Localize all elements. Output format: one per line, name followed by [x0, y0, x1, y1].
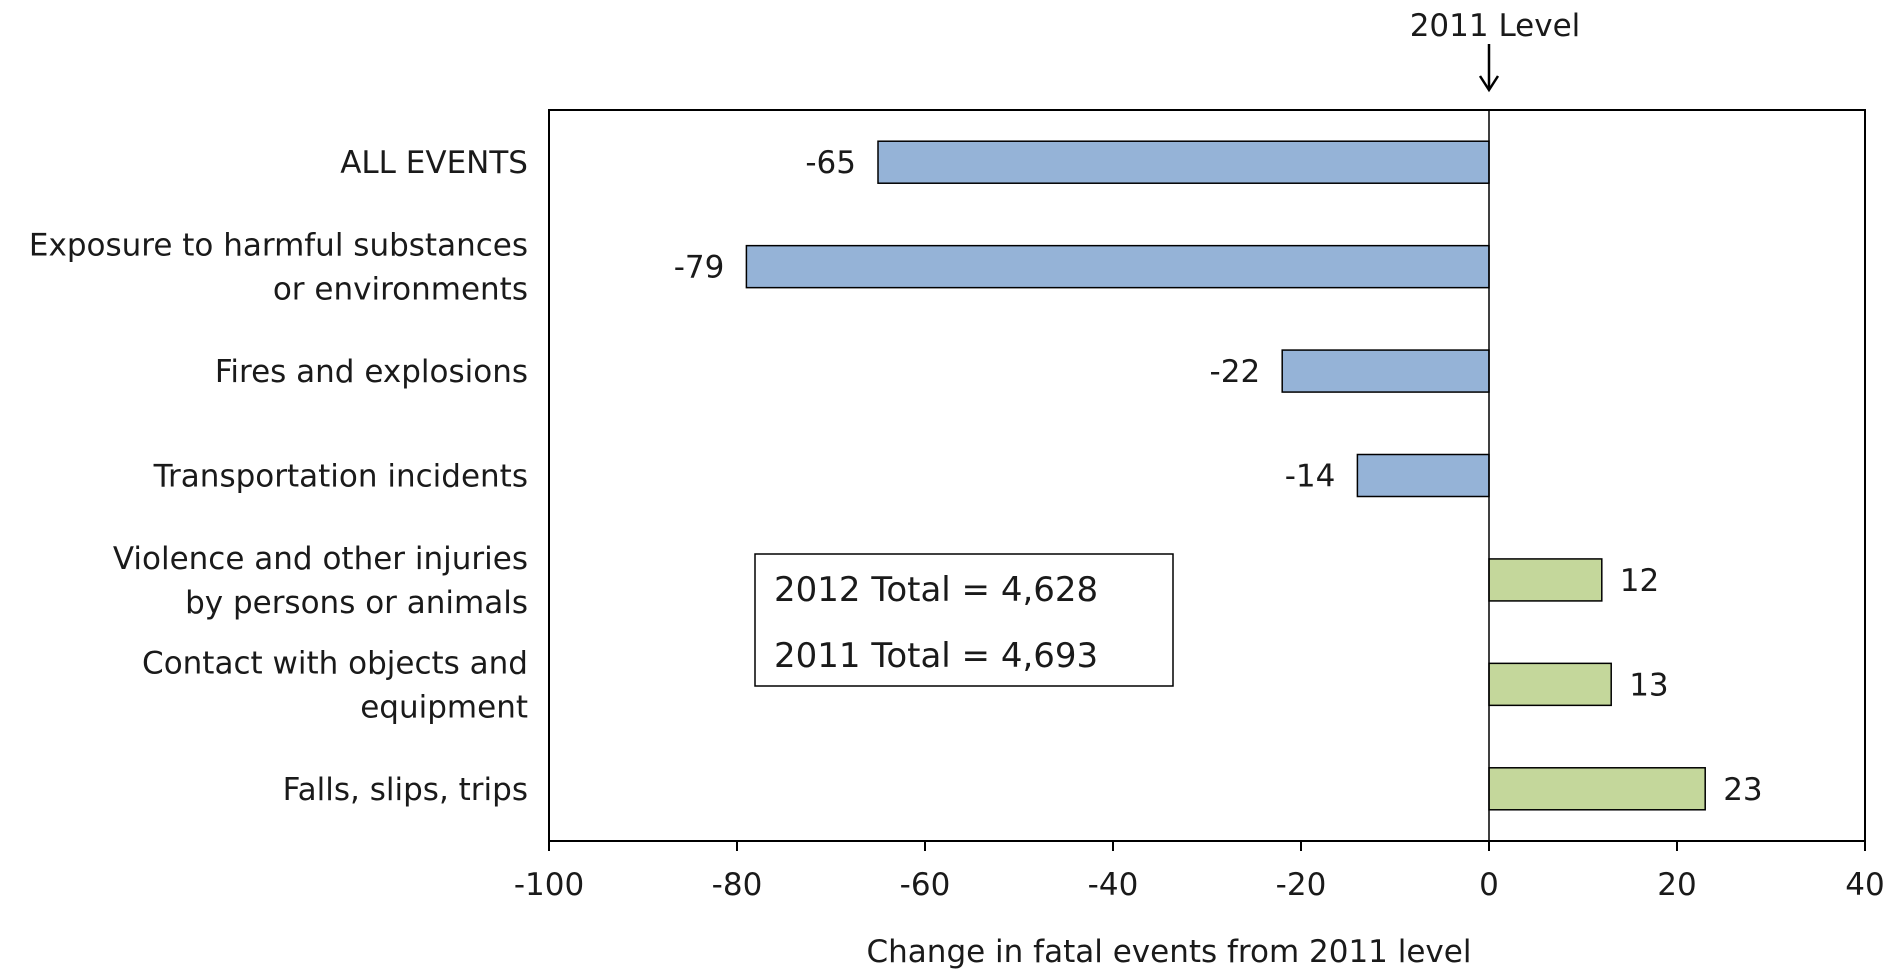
- annotation-2011-total: 2011 Total = 4,693: [774, 636, 1098, 676]
- value-label-0: -65: [805, 145, 856, 181]
- category-label-2-0: Fires and explosions: [215, 354, 528, 390]
- category-label-1-0: Exposure to harmful substances: [29, 228, 528, 264]
- value-label-6: 23: [1723, 772, 1762, 808]
- value-label-5: 13: [1629, 667, 1668, 703]
- value-label-1: -79: [674, 250, 725, 286]
- bar-0: [877, 140, 1490, 184]
- reference-line-label: 2011 Level: [1410, 8, 1581, 44]
- x-tick-label-2: -60: [900, 867, 951, 903]
- reference-arrowhead-icon: [1478, 75, 1500, 93]
- category-label-4-0: Violence and other injuries: [113, 541, 528, 577]
- x-tick-label-7: 40: [1845, 867, 1884, 903]
- totals-annotation: 2012 Total = 4,628 2011 Total = 4,693: [754, 553, 1174, 687]
- bar-2: [1281, 349, 1490, 393]
- bar-1: [745, 244, 1490, 289]
- x-tick-label-4: -20: [1276, 867, 1327, 903]
- category-label-6-0: Falls, slips, trips: [283, 772, 528, 808]
- value-label-4: 12: [1620, 563, 1659, 599]
- totals-annotation-box: [754, 553, 1174, 687]
- category-label-1-1: or environments: [273, 272, 528, 308]
- x-tick-label-3: -40: [1088, 867, 1139, 903]
- bar-3: [1356, 453, 1490, 498]
- plot-frame: [548, 109, 1866, 842]
- annotation-2012-total: 2012 Total = 4,628: [774, 570, 1098, 610]
- category-label-3-0: Transportation incidents: [153, 459, 528, 495]
- x-tick-label-6: 20: [1657, 867, 1696, 903]
- x-axis-title: Change in fatal events from 2011 level: [867, 934, 1472, 970]
- category-label-5-0: Contact with objects and: [142, 645, 528, 681]
- category-label-5-1: equipment: [360, 689, 528, 725]
- bar-4: [1488, 558, 1603, 602]
- category-label-0-0: ALL EVENTS: [340, 145, 528, 181]
- x-tick-label-1: -80: [712, 867, 763, 903]
- bar-5: [1488, 662, 1612, 707]
- x-tick-label-0: -100: [514, 867, 584, 903]
- value-label-2: -22: [1210, 354, 1261, 390]
- value-label-3: -14: [1285, 459, 1336, 495]
- bar-6: [1488, 767, 1706, 811]
- x-tick-label-5: 0: [1479, 867, 1499, 903]
- category-label-4-1: by persons or animals: [185, 585, 528, 621]
